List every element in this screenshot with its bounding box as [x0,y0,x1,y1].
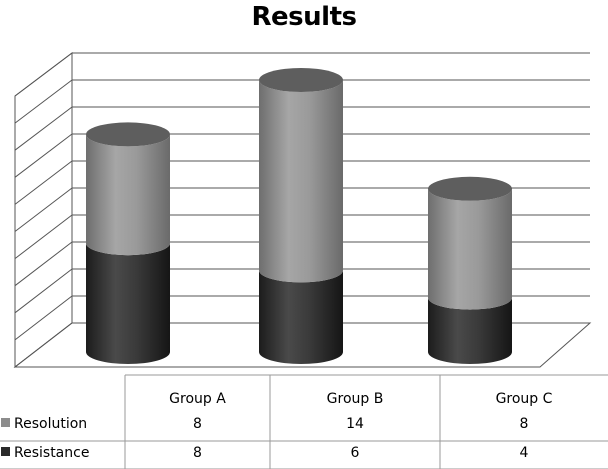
gridline-side [14,268,73,314]
table-cell-resistance-group-c: 4 [520,445,529,461]
table-cell-resolution-group-c: 8 [520,416,529,432]
table-cell-resolution-group-a: 8 [193,416,202,432]
gridline-side [14,79,73,124]
table-cell-resistance-group-b: 6 [351,445,360,461]
bar-top-group-b [259,68,343,92]
bars [86,68,512,364]
gridline-side [14,52,73,97]
gridline-side [14,160,73,205]
bar-top-group-c [428,176,512,201]
bar-top-group-a [86,122,170,147]
gridline-side [14,106,73,151]
chart-title: Results [251,2,357,32]
data-table: Group A Group B Group C Resolution 8 14 8 Resis… [0,374,608,469]
table-cell-resistance-group-a: 8 [193,445,202,461]
gridline-side [14,241,73,287]
gridline-side [14,295,73,341]
legend-key-resistance [1,447,10,456]
bar-resistance-group-b [259,270,343,364]
bar-resolution-group-c [428,188,512,310]
gridline-side [14,133,73,178]
gridline-side [14,214,73,259]
table-header-group-b: Group B [327,391,384,407]
gridline-side [14,322,73,368]
legend-label-resolution: Resolution [14,416,87,432]
table-header-group-a: Group A [169,391,226,407]
bar-resolution-group-b [259,80,343,283]
table-cell-resolution-group-b: 14 [346,416,364,432]
table-header-group-c: Group C [496,391,553,407]
legend-key-resolution [1,418,10,427]
legend-label-resistance: Resistance [14,445,89,461]
bar-resistance-group-c [428,297,512,364]
gridline-side [14,187,73,232]
bar-resistance-group-a [86,243,170,364]
bar-resolution-group-a [86,134,170,256]
